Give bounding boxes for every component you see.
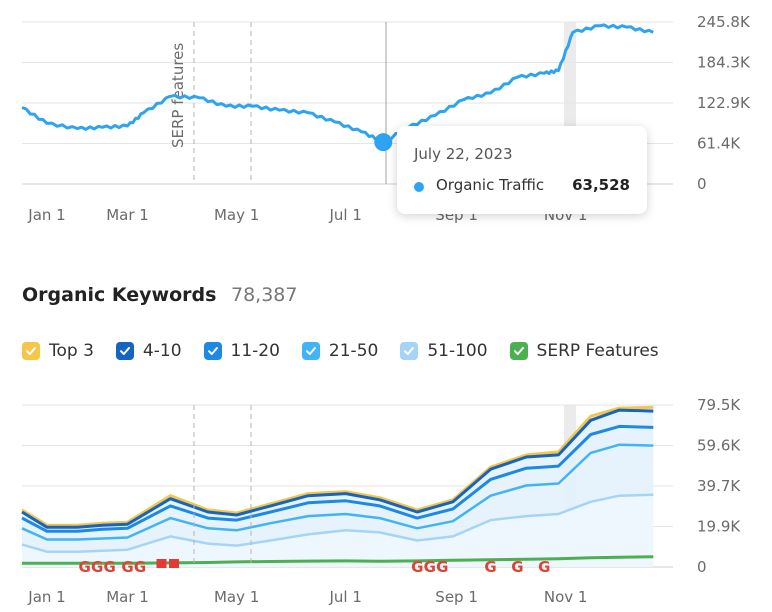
tooltip-series-label: Organic Traffic — [436, 176, 545, 194]
keywords-title: Organic Keywords — [22, 284, 217, 306]
checkbox-icon[interactable] — [203, 342, 222, 360]
keywords-x-axis: Jan 1 Mar 1 May 1 Jul 1 Sep 1 Nov 1 — [27, 588, 587, 606]
legend-label: 51-100 — [427, 341, 488, 361]
x-tick-label: Mar 1 — [106, 206, 149, 224]
keywords-y-axis: 79.5K 59.6K 39.7K 19.9K 0 — [697, 396, 741, 576]
x-tick-label: Sep 1 — [435, 588, 478, 606]
google-icon[interactable]: G — [484, 558, 496, 576]
keywords-legend: Top 3 4-10 11-20 21-50 51-100 SERP Features — [22, 341, 681, 361]
y-tick-label: 245.8K — [697, 13, 751, 31]
series-line-1 — [21, 408, 654, 529]
x-tick-label: May 1 — [214, 206, 259, 224]
series-line-2 — [21, 424, 654, 533]
checkbox-icon[interactable] — [509, 342, 528, 360]
google-icon[interactable]: G — [91, 558, 103, 576]
series-line-5 — [22, 555, 654, 565]
legend-label: Top 3 — [49, 341, 94, 361]
google-icon[interactable]: G — [78, 558, 90, 576]
x-tick-label: Jul 1 — [329, 588, 362, 606]
series-line-0 — [21, 405, 654, 527]
y-tick-label: 79.5K — [697, 396, 741, 414]
google-icon[interactable]: G — [411, 558, 423, 576]
legend-label: SERP Features — [536, 341, 659, 361]
traffic-y-axis: 245.8K 184.3K 122.9K 61.4K 0 — [697, 13, 751, 193]
keywords-area-fill-lower — [22, 494, 654, 567]
legend-label: 21-50 — [328, 341, 379, 361]
x-tick-label: May 1 — [214, 588, 259, 606]
series-line-4 — [21, 493, 654, 553]
traffic-tooltip: July 22, 2023 Organic Traffic 63,528 — [397, 126, 647, 214]
google-icon[interactable]: G — [436, 558, 448, 576]
google-icon[interactable]: G — [103, 558, 115, 576]
x-tick-label: Nov 1 — [544, 588, 588, 606]
google-icon[interactable]: G — [121, 558, 133, 576]
checkbox-icon[interactable] — [301, 342, 320, 360]
legend-item-0[interactable]: Top 3 — [22, 341, 94, 361]
y-tick-label: 0 — [697, 175, 707, 193]
google-icon[interactable]: G — [424, 558, 436, 576]
google-icon[interactable]: G — [511, 558, 523, 576]
y-tick-label: 122.9K — [697, 94, 751, 112]
y-tick-label: 19.9K — [697, 518, 741, 536]
checkbox-icon[interactable] — [115, 342, 134, 360]
y-tick-label: 59.6K — [697, 437, 741, 455]
flag-icon[interactable] — [156, 559, 167, 568]
legend-item-5[interactable]: SERP Features — [509, 341, 659, 361]
x-tick-label: Jan 1 — [27, 206, 65, 224]
organic-traffic-line — [21, 23, 654, 144]
checkbox-icon[interactable] — [400, 342, 419, 360]
y-tick-label: 61.4K — [697, 135, 741, 153]
y-tick-label: 39.7K — [697, 477, 741, 495]
google-icon[interactable]: G — [134, 558, 146, 576]
keywords-areas — [21, 405, 654, 567]
tooltip-value: 63,528 — [572, 176, 630, 194]
x-tick-label: Jan 1 — [27, 588, 65, 606]
legend-label: 4-10 — [142, 341, 182, 361]
y-tick-label: 184.3K — [697, 54, 751, 72]
legend-item-4[interactable]: 51-100 — [400, 341, 488, 361]
x-tick-label: Mar 1 — [106, 588, 149, 606]
tooltip-series-dot — [414, 182, 424, 192]
y-tick-label: 0 — [697, 558, 707, 576]
keywords-total: 78,387 — [231, 284, 298, 306]
series-line-3 — [21, 443, 654, 541]
legend-item-1[interactable]: 4-10 — [115, 341, 182, 361]
checkbox-icon[interactable] — [22, 342, 40, 360]
x-tick-label: Jul 1 — [329, 206, 362, 224]
flag-icon[interactable] — [169, 559, 180, 568]
legend-item-2[interactable]: 11-20 — [203, 341, 280, 361]
google-icon[interactable]: G — [538, 558, 550, 576]
hover-point[interactable] — [374, 133, 393, 152]
legend-item-3[interactable]: 21-50 — [301, 341, 379, 361]
tooltip-date: July 22, 2023 — [414, 145, 513, 163]
legend-label: 11-20 — [230, 341, 280, 361]
